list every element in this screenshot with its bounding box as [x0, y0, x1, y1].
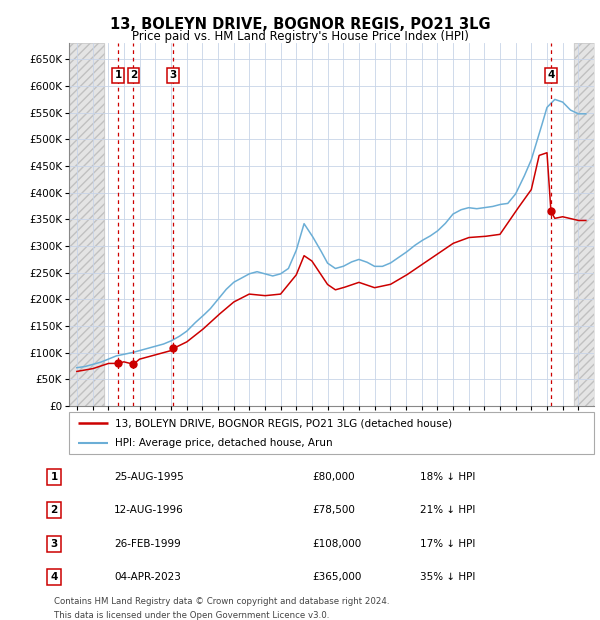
Text: 13, BOLEYN DRIVE, BOGNOR REGIS, PO21 3LG: 13, BOLEYN DRIVE, BOGNOR REGIS, PO21 3LG [110, 17, 490, 32]
Text: 1: 1 [115, 71, 122, 81]
Text: 3: 3 [170, 71, 177, 81]
Point [169, 343, 178, 353]
Text: 26-FEB-1999: 26-FEB-1999 [114, 539, 181, 549]
Text: 4: 4 [50, 572, 58, 582]
Text: £78,500: £78,500 [312, 505, 355, 515]
Text: 12-AUG-1996: 12-AUG-1996 [114, 505, 184, 515]
Text: £108,000: £108,000 [312, 539, 361, 549]
Text: £365,000: £365,000 [312, 572, 361, 582]
Text: 17% ↓ HPI: 17% ↓ HPI [420, 539, 475, 549]
Text: 18% ↓ HPI: 18% ↓ HPI [420, 472, 475, 482]
Point [128, 359, 138, 369]
Point [113, 358, 123, 368]
Text: 25-AUG-1995: 25-AUG-1995 [114, 472, 184, 482]
Text: 3: 3 [50, 539, 58, 549]
Text: £80,000: £80,000 [312, 472, 355, 482]
Text: This data is licensed under the Open Government Licence v3.0.: This data is licensed under the Open Gov… [54, 611, 329, 620]
Text: 2: 2 [130, 71, 137, 81]
Text: 35% ↓ HPI: 35% ↓ HPI [420, 572, 475, 582]
Text: 2: 2 [50, 505, 58, 515]
Text: 13, BOLEYN DRIVE, BOGNOR REGIS, PO21 3LG (detached house): 13, BOLEYN DRIVE, BOGNOR REGIS, PO21 3LG… [115, 418, 452, 428]
Text: 1: 1 [50, 472, 58, 482]
Text: HPI: Average price, detached house, Arun: HPI: Average price, detached house, Arun [115, 438, 332, 448]
Text: 21% ↓ HPI: 21% ↓ HPI [420, 505, 475, 515]
Text: 04-APR-2023: 04-APR-2023 [114, 572, 181, 582]
Point [546, 206, 556, 216]
Text: Contains HM Land Registry data © Crown copyright and database right 2024.: Contains HM Land Registry data © Crown c… [54, 597, 389, 606]
Text: 4: 4 [547, 71, 554, 81]
Text: Price paid vs. HM Land Registry's House Price Index (HPI): Price paid vs. HM Land Registry's House … [131, 30, 469, 43]
